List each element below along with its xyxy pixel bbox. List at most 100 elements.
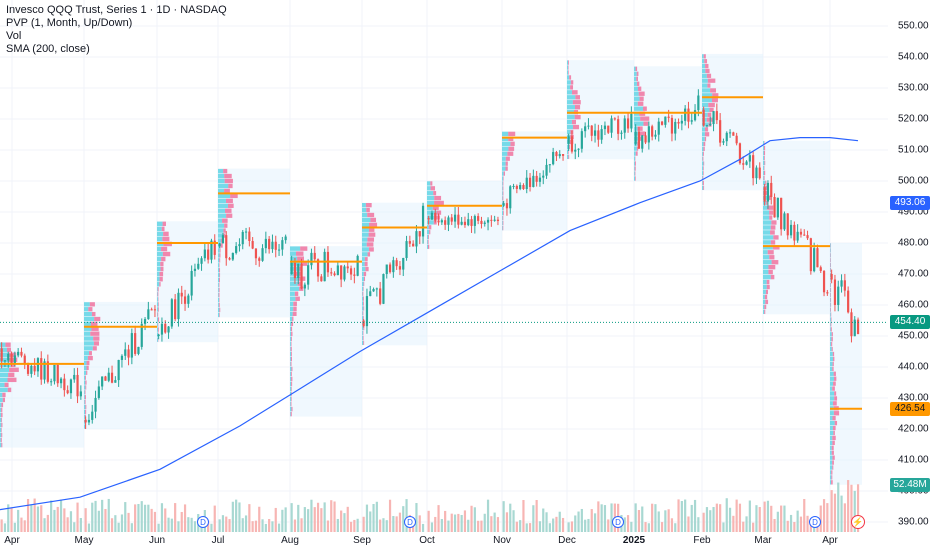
candle-body [515,185,518,189]
candle-body [117,359,120,381]
candle-body [693,110,697,121]
candle-body [402,257,405,270]
profile-bar-down [93,336,100,341]
profile-bar-down [707,112,712,117]
price-tick-label: 390.00 [898,516,929,528]
volume-bar [124,502,127,532]
profile-bar-down [162,221,166,227]
profile-bar-up [702,54,704,59]
profile-bar-up [830,411,834,416]
candle-body [50,381,53,383]
candle-body [496,219,500,221]
profile-bar-down [637,101,644,106]
chart-canvas[interactable] [0,0,888,532]
volume-bar [153,511,157,532]
profile-bar-up [157,271,160,277]
profile-bar-up [290,366,292,372]
candle-body [143,319,147,324]
profile-bar-down [636,146,639,151]
symbol-title[interactable]: Invesco QQQ Trust, Series 1 · 1D · NASDA… [6,4,227,16]
profile-bar-down [84,399,86,405]
profile-bar-up [0,392,3,398]
profile-bar-down [702,156,704,161]
candle-body [343,266,346,280]
profile-bar-up [84,341,94,346]
candle-body [213,240,216,255]
profile-bar-down [503,171,505,176]
profile-bar-up [634,76,637,81]
profile-bar-down [505,166,508,171]
candle-body [375,288,378,290]
profile-bar-down [157,327,159,332]
profile-bar-down [502,225,504,231]
profile-bar-down [432,205,439,210]
profile-bar-up [763,165,764,171]
candle-body [137,346,140,354]
profile-bar-down [290,396,292,402]
profile-bar-down [158,307,159,312]
volume-bar [440,519,443,532]
profile-bar-up [84,360,87,366]
volume-bar [415,503,418,532]
profile-bar-down [764,190,768,195]
candle-body [610,118,613,133]
profile-bar-up [702,102,709,108]
time-axis[interactable]: Apr May Jun Jul Aug Sep Oct Nov Dec 2025 Feb Mar Apr [0,532,888,550]
profile-bar-up [502,206,504,211]
candle-body [313,252,316,260]
profile-bar-down [86,370,88,375]
profile-bar-down [291,386,292,392]
profile-bar-up [830,450,832,455]
profile-bar-up [290,381,292,387]
profile-bar-up [0,342,6,347]
profile-bar-down [291,351,292,357]
profile-bar-down [363,286,364,291]
candle-body [555,152,558,157]
price-axis[interactable]: 550.00 540.00 530.00 520.00 510.00 500.00 490.… [888,0,932,532]
profile-bar-up [157,251,163,257]
dividend-marker-icon[interactable]: D [809,516,821,528]
profile-bar-down [291,381,293,387]
candle-body [101,376,104,387]
profile-bar-down [830,267,832,273]
pvp-indicator-label[interactable]: PVP (1, Month, Up/Down) [6,17,133,29]
profile-bar-down [831,341,833,347]
volume-bar [690,504,693,532]
profile-bar-down [567,65,569,70]
volume-bar [87,523,91,532]
candle-body [620,132,623,134]
profile-bar-down [830,292,831,297]
profile-bar-down [218,278,220,283]
candle-body [597,130,600,140]
candle-body [634,131,637,144]
volume-bar [453,514,457,532]
time-tick-label: Aug [281,535,299,546]
profile-bar-up [84,385,86,390]
volume-indicator-label[interactable]: Vol [6,30,22,42]
volume-bar [819,505,822,532]
sma-indicator-label[interactable]: SMA (200, close) [6,43,90,55]
profile-bar-up [362,237,368,242]
profile-bar-down [709,107,714,113]
volume-bar [780,505,783,532]
candle-body [0,348,3,361]
profile-bar-down [508,146,515,151]
candle-body [120,355,124,360]
volume-bar [610,503,613,532]
profile-bar-down [219,307,221,313]
volume-bar [732,515,735,532]
volume-bar [238,502,241,532]
dividend-marker-icon[interactable]: D [197,516,209,528]
earnings-marker-icon[interactable]: ⚡ [851,515,865,529]
profile-bar-up [218,287,219,293]
volume-bar [69,511,73,532]
dividend-marker-icon[interactable]: D [612,516,624,528]
profile-bar-down [766,284,770,290]
profile-bar-down [160,261,164,267]
dividend-marker-icon[interactable]: D [404,516,416,528]
chart-area[interactable]: Invesco QQQ Trust, Series 1 · 1D · NASDA… [0,0,888,532]
profile-bar-up [634,81,637,86]
volume-bar [382,518,385,532]
volume-bar [626,515,630,532]
profile-bar-up [290,316,293,322]
